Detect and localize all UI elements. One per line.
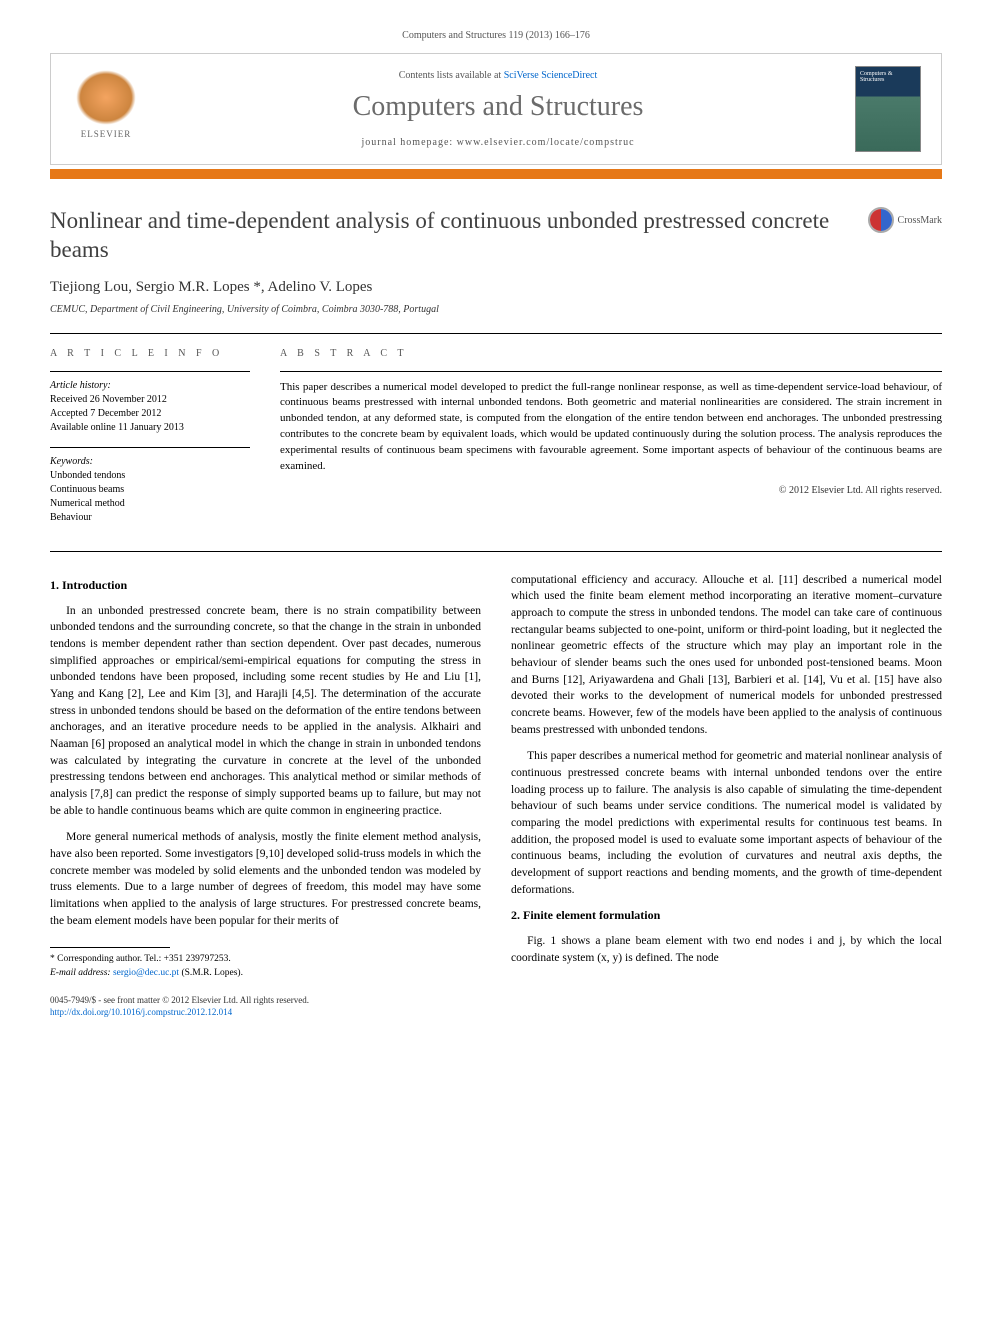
footnote-divider xyxy=(50,947,170,948)
email-suffix: (S.M.R. Lopes). xyxy=(181,968,243,978)
online-line: Available online 11 January 2013 xyxy=(50,421,250,435)
elsevier-tree-icon xyxy=(76,70,136,125)
sciencedirect-link[interactable]: SciVerse ScienceDirect xyxy=(504,70,598,81)
history-label: Article history: xyxy=(50,380,250,391)
paragraph-1: In an unbonded prestressed concrete beam… xyxy=(50,603,481,820)
paragraph-3: computational efficiency and accuracy. A… xyxy=(511,572,942,739)
journal-name: Computers and Structures xyxy=(141,91,855,123)
elsevier-text: ELSEVIER xyxy=(71,129,141,139)
left-column: 1. Introduction In an unbonded prestress… xyxy=(50,572,481,980)
paragraph-5: Fig. 1 shows a plane beam element with t… xyxy=(511,933,942,966)
affiliation: CEMUC, Department of Civil Engineering, … xyxy=(50,304,942,315)
journal-cover-thumbnail: Computers & Structures xyxy=(855,66,921,152)
paragraph-4: This paper describes a numerical method … xyxy=(511,748,942,898)
keywords-block: Keywords: Unbonded tendons Continuous be… xyxy=(50,456,250,525)
crossmark-icon xyxy=(868,207,894,233)
corresponding-line: * Corresponding author. Tel.: +351 23979… xyxy=(50,953,481,966)
body-columns: 1. Introduction In an unbonded prestress… xyxy=(50,572,942,980)
title-row: Nonlinear and time-dependent analysis of… xyxy=(50,207,942,265)
elsevier-logo: ELSEVIER xyxy=(71,70,141,148)
abstract-column: A B S T R A C T This paper describes a n… xyxy=(280,348,942,537)
accepted-line: Accepted 7 December 2012 xyxy=(50,407,250,421)
keyword-2: Numerical method xyxy=(50,497,250,511)
section-1-heading: 1. Introduction xyxy=(50,578,481,593)
keywords-label: Keywords: xyxy=(50,456,250,467)
abstract-text: This paper describes a numerical model d… xyxy=(280,380,942,476)
article-info-column: A R T I C L E I N F O Article history: R… xyxy=(50,348,250,537)
keyword-3: Behaviour xyxy=(50,511,250,525)
journal-homepage: journal homepage: www.elsevier.com/locat… xyxy=(141,137,855,148)
banner-center: Contents lists available at SciVerse Sci… xyxy=(141,70,855,148)
email-line: E-mail address: sergio@dec.uc.pt (S.M.R.… xyxy=(50,967,481,980)
email-label: E-mail address: xyxy=(50,968,111,978)
accent-bar xyxy=(50,169,942,179)
article-title: Nonlinear and time-dependent analysis of… xyxy=(50,207,848,265)
keyword-1: Continuous beams xyxy=(50,483,250,497)
journal-banner: ELSEVIER Contents lists available at Sci… xyxy=(50,53,942,165)
crossmark-label: CrossMark xyxy=(898,215,942,226)
received-line: Received 26 November 2012 xyxy=(50,393,250,407)
abstract-copyright: © 2012 Elsevier Ltd. All rights reserved… xyxy=(280,485,942,496)
divider-bottom xyxy=(50,551,942,552)
citation-header: Computers and Structures 119 (2013) 166–… xyxy=(50,30,942,41)
cover-text: Computers & Structures xyxy=(856,67,920,87)
contents-available-text: Contents lists available at xyxy=(399,70,501,81)
info-abstract-row: A R T I C L E I N F O Article history: R… xyxy=(50,334,942,551)
right-column: computational efficiency and accuracy. A… xyxy=(511,572,942,980)
corresponding-author-footnote: * Corresponding author. Tel.: +351 23979… xyxy=(50,953,481,980)
article-info-heading: A R T I C L E I N F O xyxy=(50,348,250,359)
contents-available-line: Contents lists available at SciVerse Sci… xyxy=(141,70,855,81)
email-link[interactable]: sergio@dec.uc.pt xyxy=(113,968,179,978)
crossmark-badge[interactable]: CrossMark xyxy=(868,207,942,233)
abstract-heading: A B S T R A C T xyxy=(280,348,942,359)
doi-link[interactable]: http://dx.doi.org/10.1016/j.compstruc.20… xyxy=(50,1007,232,1017)
history-block: Article history: Received 26 November 20… xyxy=(50,380,250,435)
issn-line: 0045-7949/$ - see front matter © 2012 El… xyxy=(50,994,942,1007)
info-divider-2 xyxy=(50,447,250,448)
keyword-0: Unbonded tendons xyxy=(50,469,250,483)
abstract-divider xyxy=(280,371,942,372)
author-list: Tiejiong Lou, Sergio M.R. Lopes *, Adeli… xyxy=(50,279,942,296)
info-divider-1 xyxy=(50,371,250,372)
page-footer: 0045-7949/$ - see front matter © 2012 El… xyxy=(50,994,942,1019)
paragraph-2: More general numerical methods of analys… xyxy=(50,829,481,929)
section-2-heading: 2. Finite element formulation xyxy=(511,908,942,923)
